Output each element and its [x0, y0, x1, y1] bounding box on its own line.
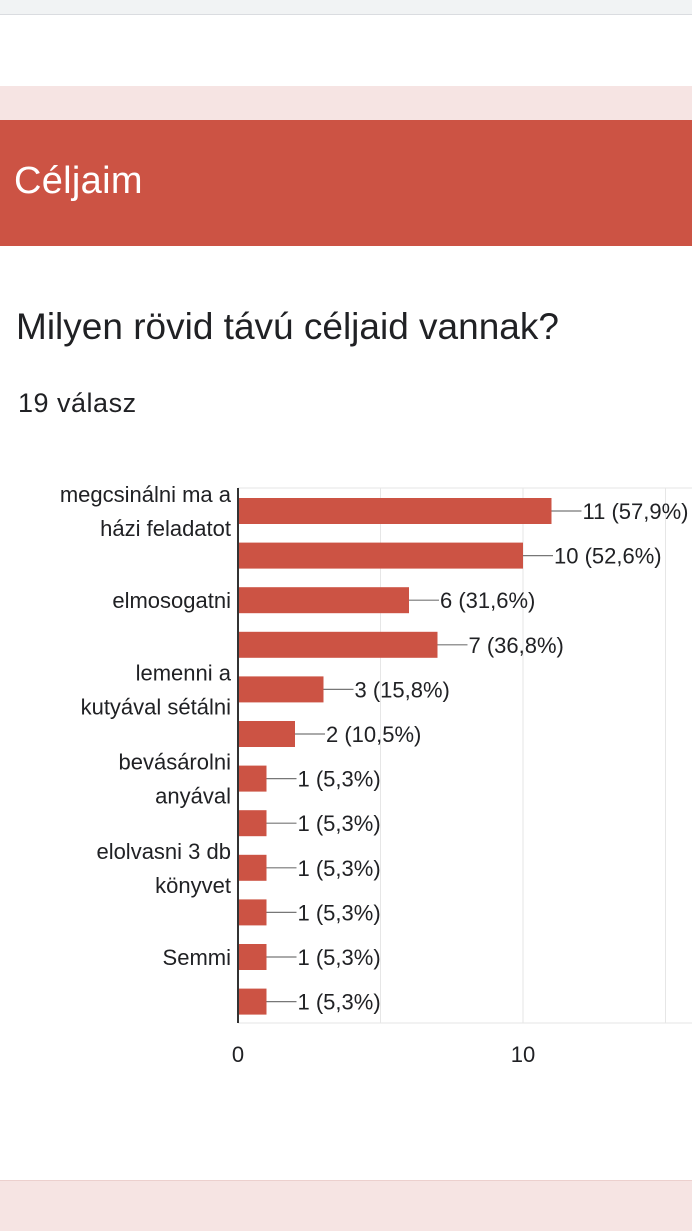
- x-tick-label-0: 0: [232, 1042, 244, 1067]
- page-background-band-bottom: [0, 1180, 692, 1231]
- value-label-1: 10 (52,6%): [554, 544, 662, 569]
- category-label-4-1: kutyával sétálni: [81, 694, 231, 719]
- section-title: Céljaim: [14, 160, 143, 202]
- value-label-3: 7 (36,8%): [469, 633, 564, 658]
- value-label-2: 6 (31,6%): [440, 588, 535, 613]
- bar-9: [238, 899, 267, 926]
- value-label-0: 11 (57,9%): [583, 499, 689, 524]
- category-label-0-1: házi feladatot: [100, 516, 231, 541]
- x-tick-label-10: 10: [511, 1042, 535, 1067]
- value-label-5: 2 (10,5%): [326, 722, 421, 747]
- section-header: Céljaim: [0, 120, 692, 246]
- category-label-4-0: lemenni a: [136, 660, 232, 685]
- category-label-0-0: megcsinálni ma a: [60, 482, 232, 507]
- response-count: 19 válasz: [18, 388, 137, 418]
- category-label-10-0: Semmi: [163, 945, 231, 970]
- bar-8: [238, 854, 267, 881]
- browser-top-strip: [0, 0, 692, 15]
- value-label-10: 1 (5,3%): [298, 945, 381, 970]
- bar-2: [238, 587, 409, 614]
- bar-6: [238, 765, 267, 792]
- category-label-2-0: elmosogatni: [112, 588, 231, 613]
- bar-1: [238, 542, 523, 569]
- value-label-11: 1 (5,3%): [298, 990, 381, 1015]
- value-label-6: 1 (5,3%): [298, 767, 381, 792]
- value-label-7: 1 (5,3%): [298, 811, 381, 836]
- response-bar-chart: 11 (57,9%) megcsinálni ma a házi feladatot…: [60, 482, 692, 1067]
- category-label-8-1: könyvet: [155, 873, 231, 898]
- bar-11: [238, 988, 267, 1015]
- question-title: Milyen rövid távú céljaid vannak?: [16, 306, 559, 347]
- bar-0: [238, 498, 552, 524]
- bar-3: [238, 631, 438, 658]
- value-label-4: 3 (15,8%): [355, 677, 450, 702]
- category-label-6-0: bevásárolni: [118, 750, 231, 775]
- bar-10: [238, 944, 267, 970]
- category-label-6-1: anyával: [155, 784, 231, 809]
- bar-4: [238, 676, 324, 703]
- bar-5: [238, 721, 295, 747]
- bar-7: [238, 810, 267, 837]
- page-background-band: [0, 86, 692, 120]
- value-label-9: 1 (5,3%): [298, 900, 381, 925]
- value-label-8: 1 (5,3%): [298, 856, 381, 881]
- category-label-8-0: elolvasni 3 db: [96, 839, 231, 864]
